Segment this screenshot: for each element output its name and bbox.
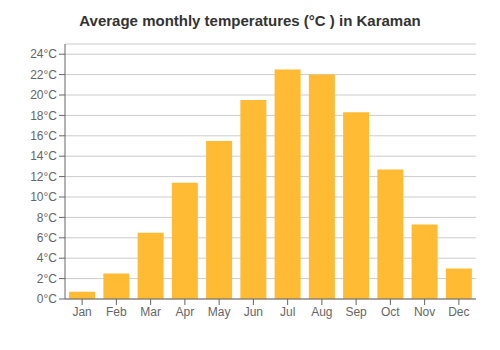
html-text:Average monthly temperatures (: Average monthly temperatures (°C ) in Ka… [79, 12, 421, 29]
svg-text:12°C: 12°C [30, 170, 57, 184]
svg-text:Feb: Feb [106, 305, 127, 319]
svg-text:Dec: Dec [448, 305, 469, 319]
svg-text:10°C: 10°C [30, 190, 57, 204]
svg-text:2°C: 2°C [37, 272, 57, 286]
svg-text:20°C: 20°C [30, 88, 57, 102]
svg-text:May: May [208, 305, 231, 319]
svg-text:Sep: Sep [345, 305, 367, 319]
svg-text:Mar: Mar [140, 305, 161, 319]
svg-text:0°C: 0°C [37, 292, 57, 306]
svg-text:Aug: Aug [311, 305, 332, 319]
svg-text:Jul: Jul [280, 305, 295, 319]
svg-text:Jun: Jun [244, 305, 263, 319]
svg-text:22°C: 22°C [30, 68, 57, 82]
svg-text:8°C: 8°C [37, 211, 57, 225]
svg-text:Nov: Nov [414, 305, 435, 319]
svg-text:Jan: Jan [72, 305, 91, 319]
svg-text:Apr: Apr [176, 305, 195, 319]
svg-text:4°C: 4°C [37, 251, 57, 265]
svg-text:16°C: 16°C [30, 129, 57, 143]
svg-text:18°C: 18°C [30, 109, 57, 123]
svg-text:Oct: Oct [381, 305, 400, 319]
svg-text:24°C: 24°C [30, 47, 57, 61]
svg-text:6°C: 6°C [37, 231, 57, 245]
svg-text:14°C: 14°C [30, 149, 57, 163]
